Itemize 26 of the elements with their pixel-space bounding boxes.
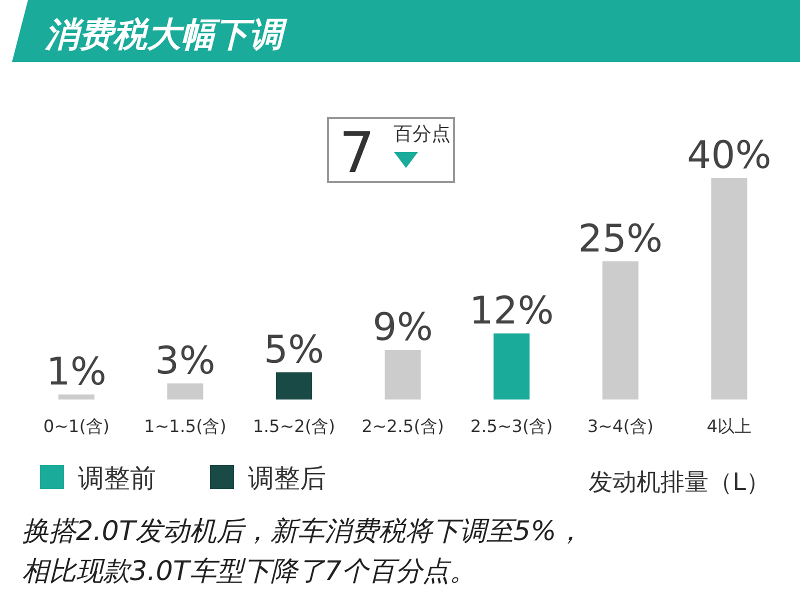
x-tick-label: 4以上	[706, 417, 752, 437]
x-tick-label: 1.5~2(含)	[252, 417, 336, 437]
text: 百分点	[394, 123, 450, 145]
bar	[602, 261, 638, 400]
data-label: 40%	[686, 133, 772, 177]
bar	[711, 178, 748, 400]
text: 换搭2.0T发动机后，新车消费税将下调至5%，相比现款3.0T车型下降了7个百分点。	[22, 516, 584, 587]
x-tick-label: 0~1(含)	[43, 417, 110, 437]
bar	[384, 350, 421, 400]
data-label: 12%	[469, 288, 554, 332]
x-tick-label: 2~2.5(含)	[362, 417, 444, 437]
bar	[58, 394, 94, 400]
data-label: 1%	[46, 349, 107, 394]
x-axis-title: 发动机排量（L）	[588, 468, 770, 496]
legend-label: 调整后	[248, 464, 326, 494]
data-label: 25%	[578, 216, 663, 260]
x-tick-label: 3~4(含)	[587, 417, 654, 437]
data-label: 9%	[372, 305, 433, 350]
legend-label: 调整前	[78, 464, 156, 494]
data-label: 5%	[264, 327, 324, 372]
annotation: 7	[339, 121, 375, 186]
chart-title: 消费税大幅下调	[44, 15, 288, 55]
data-label: 3%	[155, 338, 216, 382]
bar	[167, 383, 204, 400]
x-tick-label: 1~1.5(含)	[144, 417, 226, 437]
x-tick-label: 2.5~3(含)	[470, 417, 553, 437]
